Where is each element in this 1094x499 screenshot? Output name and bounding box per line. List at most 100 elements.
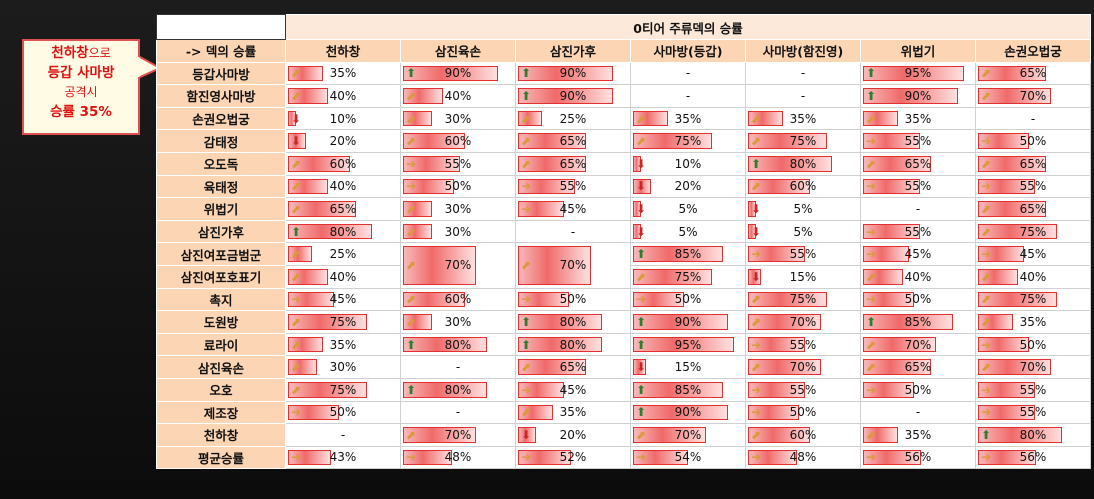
winrate-bar	[288, 65, 323, 82]
winrate-value: 50%	[904, 382, 932, 397]
winrate-cell: ⬈ 40%	[285, 84, 401, 108]
winrate-bar	[748, 336, 805, 353]
down-arrow-icon: ⬇	[635, 179, 647, 194]
callout-line4: 승률 35%	[50, 103, 112, 120]
winrate-bar	[978, 449, 1036, 466]
side-arrow-icon: ➔	[405, 179, 417, 194]
winrate-value: 10%	[329, 111, 357, 126]
winrate-bar	[403, 223, 432, 240]
winrate-bar	[748, 404, 799, 421]
winrate-value: 55%	[1019, 382, 1047, 397]
table-row: 촉지 ➔ 45% ⬈ 60% ➔ 50% ➔ 50% ⬈ 75% ➔ 50% ⬈ 75%	[156, 287, 1091, 312]
winrate-value: 95%	[904, 66, 932, 81]
winrate-bar	[978, 268, 1018, 285]
side-arrow-icon: ➔	[865, 224, 877, 239]
winrate-bar	[863, 268, 903, 285]
winrate-cell: ➔ 55%	[515, 174, 631, 199]
winrate-value: 70%	[789, 360, 817, 375]
up-arrow-icon: ⬆	[520, 88, 532, 103]
winrate-cell: ➔ 55%	[745, 332, 861, 357]
winrate-bar	[518, 449, 572, 466]
winrate-value: 75%	[674, 134, 702, 149]
winrate-cell: -	[515, 219, 631, 244]
winrate-bar	[288, 246, 312, 262]
winrate-value: 40%	[329, 179, 357, 194]
row-header: 손권오법궁	[156, 106, 286, 131]
winrate-cell: ➔ 48%	[745, 445, 861, 470]
winrate-value: 65%	[1019, 156, 1047, 171]
winrate-cell: ⬇ 5%	[745, 219, 861, 244]
winrate-value: 45%	[329, 292, 357, 307]
winrate-bar	[403, 381, 487, 398]
diagonal-arrow-icon: ⬈	[865, 269, 877, 284]
side-arrow-icon: ➔	[750, 247, 762, 262]
winrate-bar	[748, 381, 805, 398]
winrate-bar	[288, 88, 328, 104]
winrate-bar	[978, 133, 1029, 149]
winrate-bar	[978, 155, 1046, 172]
up-arrow-icon: ⬆	[980, 427, 992, 442]
row-header: 료라이	[156, 332, 286, 357]
side-arrow-icon: ➔	[290, 450, 302, 465]
winrate-value: 5%	[678, 201, 698, 216]
winrate-cell: ➔ 45%	[860, 242, 976, 266]
diagonal-arrow-icon: ⬈	[290, 360, 302, 375]
winrate-bar	[978, 359, 1051, 375]
winrate-bar	[863, 246, 909, 262]
table-row: 제조장 ➔ 50% - ⬈ 35% ⬆ 90% ➔ 50% - ➔ 55%	[156, 400, 1091, 425]
side-arrow-icon: ➔	[635, 292, 647, 307]
winrate-cell: ⬈ 30%	[400, 106, 516, 131]
down-arrow-icon: ⬇	[635, 360, 647, 375]
row-header: 제조장	[156, 400, 286, 425]
diagonal-arrow-icon: ⬈	[520, 111, 532, 126]
winrate-cell: ➔ 50%	[860, 287, 976, 312]
diagonal-arrow-icon: ⬈	[865, 360, 877, 375]
winrate-value: 25%	[559, 111, 587, 126]
winrate-cell: ➔ 45%	[515, 377, 631, 402]
winrate-bar	[288, 291, 334, 308]
row-header: 육태정	[156, 174, 286, 199]
winrate-cell: -	[400, 400, 516, 425]
winrate-bar	[288, 449, 332, 466]
table-row: 도원방 ⬈ 75% ⬈ 30% ⬆ 80% ⬆ 90% ⬈ 70% ⬆ 85% ⬈ 35%	[156, 310, 1091, 334]
diagonal-arrow-icon: ⬈	[750, 292, 762, 307]
side-arrow-icon: ➔	[980, 450, 992, 465]
column-header: 사마방(함진영)	[745, 39, 861, 63]
winrate-value: 90%	[674, 405, 702, 420]
winrate-bar	[288, 268, 328, 285]
winrate-bar	[978, 223, 1057, 240]
winrate-cell: ➔ 55%	[745, 242, 861, 266]
winrate-cell: ⬈ 65%	[860, 355, 976, 379]
down-arrow-icon: ⬇	[750, 224, 762, 239]
winrate-bar	[518, 381, 564, 398]
winrate-cell: ⬈ 40%	[400, 84, 516, 108]
diagonal-arrow-icon: ⬈	[750, 111, 762, 126]
winrate-cell: ➔ 45%	[515, 197, 631, 221]
winrate-value: 80%	[559, 314, 587, 329]
winrate-bar	[978, 88, 1051, 104]
corner-label: -> 덱의 승률	[156, 39, 286, 63]
winrate-bar	[633, 359, 646, 375]
winrate-cell: -	[975, 106, 1091, 131]
winrate-bar	[633, 223, 641, 240]
winrate-value: 75%	[674, 269, 702, 284]
side-arrow-icon: ➔	[980, 134, 992, 149]
diagonal-arrow-icon: ⬈	[290, 88, 302, 103]
winrate-cell: ⬆ 95%	[860, 61, 976, 86]
up-arrow-icon: ⬆	[520, 66, 532, 81]
winrate-bar	[403, 133, 465, 149]
winrate-value: 50%	[789, 405, 817, 420]
winrate-value: 40%	[329, 88, 357, 103]
winrate-cell: ⬈ 70%	[745, 355, 861, 379]
winrate-bar	[748, 110, 783, 127]
winrate-value: 30%	[444, 111, 472, 126]
side-arrow-icon: ➔	[520, 382, 532, 397]
winrate-cell: ➔ 50%	[630, 287, 746, 312]
winrate-bar	[748, 246, 805, 262]
winrate-bar	[288, 201, 356, 217]
winrate-value: 70%	[1019, 360, 1047, 375]
diagonal-arrow-icon: ⬈	[405, 201, 417, 216]
winrate-cell: ⬈ 70%	[745, 310, 861, 334]
winrate-cell: ⬈ 60%	[745, 174, 861, 199]
winrate-value: 70%	[1019, 88, 1047, 103]
